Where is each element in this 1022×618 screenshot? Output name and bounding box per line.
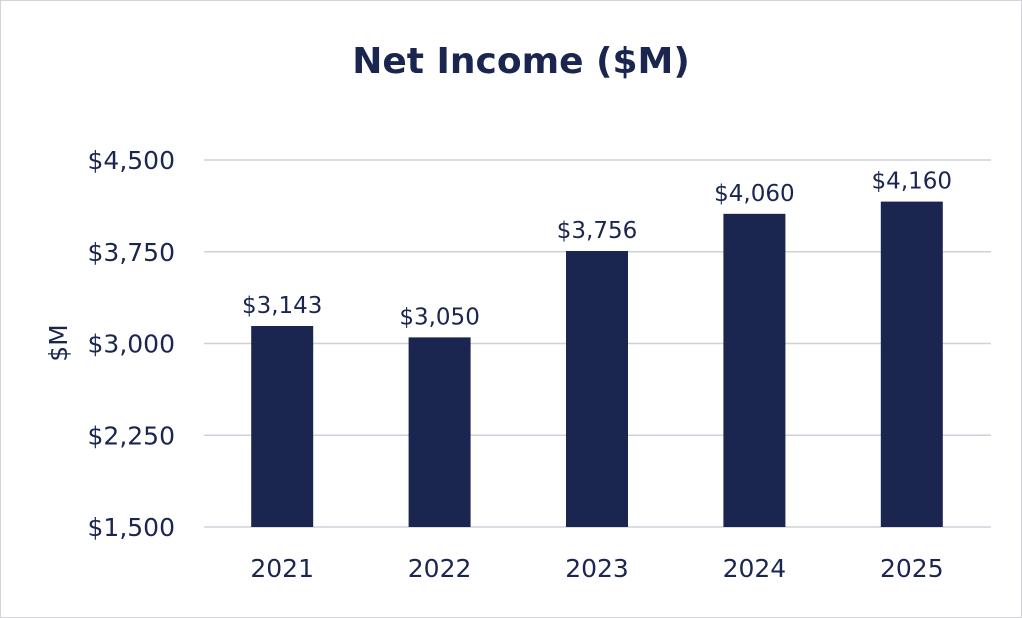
data-label-2023: $3,756 <box>557 218 637 244</box>
x-tick-label: 2023 <box>565 554 629 583</box>
bar-2023 <box>566 251 628 528</box>
bar-2025 <box>880 201 943 528</box>
x-tick-label: 2022 <box>408 554 472 583</box>
chart-title: Net Income ($M) <box>352 41 690 82</box>
data-labels: $3,143 $3,050 $3,756 $4,060 $4,160 <box>242 169 952 331</box>
bar-2021 <box>251 326 314 527</box>
data-label-2022: $3,050 <box>399 304 479 330</box>
x-axis-ticks: 2021 2022 2023 2024 2025 <box>250 554 943 583</box>
bars <box>251 201 943 528</box>
data-label-2025: $4,160 <box>872 169 952 195</box>
y-tick-label: $3,000 <box>88 330 175 359</box>
y-tick-label: $3,750 <box>88 238 175 267</box>
y-tick-label: $1,500 <box>88 513 175 542</box>
data-label-2021: $3,143 <box>242 293 322 319</box>
y-tick-label: $4,500 <box>88 146 175 175</box>
x-tick-label: 2021 <box>250 554 314 583</box>
x-tick-label: 2024 <box>723 554 787 583</box>
y-tick-label: $2,250 <box>88 421 175 450</box>
x-tick-label: 2025 <box>880 554 944 583</box>
bar-2022 <box>408 337 471 527</box>
y-axis-label: $M <box>44 324 73 361</box>
data-label-2024: $4,060 <box>714 181 794 207</box>
bar-2024 <box>723 213 786 527</box>
y-axis-ticks: $1,500 $2,250 $3,000 $3,750 $4,500 <box>88 146 175 542</box>
